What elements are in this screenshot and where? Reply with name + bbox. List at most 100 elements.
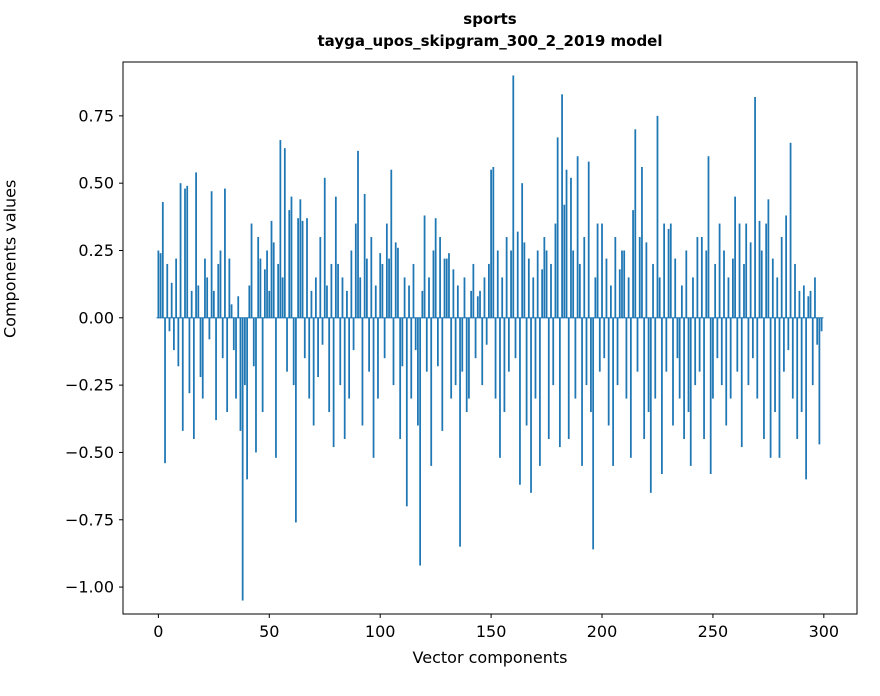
bar [751,317,754,359]
bar [261,317,264,413]
bar [408,285,410,318]
bar [536,250,539,318]
bar [361,317,364,426]
x-tick-label: 200 [587,622,618,641]
bar [306,218,308,318]
x-tick-label: 50 [259,622,279,641]
bar [554,223,557,318]
bar [610,285,612,318]
bar [159,253,162,318]
bar [820,317,823,332]
bar [665,317,668,372]
bar [417,317,419,426]
bar [818,317,821,445]
bar [221,317,224,359]
bar [680,285,683,318]
bar [645,242,648,318]
bar [410,317,413,399]
bar [740,317,743,448]
bar [510,250,512,318]
bar [539,317,541,466]
bar [490,169,492,318]
bar [357,150,359,318]
bar [512,75,515,318]
bar [687,317,690,413]
bar [210,191,213,318]
bar [452,269,455,318]
bar [401,317,404,367]
bar [488,263,490,318]
bar [578,263,581,318]
bar [547,317,550,439]
bar [561,94,563,318]
bar [197,285,200,318]
bar [192,317,195,439]
bar [743,263,745,318]
bar [745,223,748,318]
bar [328,317,331,413]
bar [499,317,501,458]
bar [450,317,453,399]
bar [516,231,519,318]
bar [694,317,697,386]
bar [527,258,530,318]
bar [237,296,240,318]
bar [705,250,708,318]
bar [732,258,734,318]
bar [661,317,663,474]
bar [754,97,756,318]
bar [667,228,670,318]
bar [299,199,302,318]
bar [494,317,497,399]
bar [246,317,248,480]
bar [263,269,266,318]
bar [656,115,659,318]
bar [523,242,526,318]
bar [337,263,339,318]
bar [476,296,479,318]
bar [199,317,202,378]
x-axis-label: Vector components [412,648,568,667]
bar [738,223,741,318]
bar [572,250,575,318]
bar [392,317,395,386]
bar [175,258,178,318]
chart-title: sports tayga_upos_skipgram_300_2_2019 mo… [123,8,857,52]
bar [521,183,524,318]
bar [749,242,752,318]
bar [297,218,300,318]
x-tick-label: 0 [153,622,163,641]
y-tick-label: −0.25 [65,376,114,395]
bar [319,237,322,318]
bar [703,317,705,439]
bar [791,317,794,399]
bar [224,188,226,318]
bar [669,223,672,318]
bar [556,137,559,318]
bar [652,263,654,318]
chart-title-line1: sports [463,10,517,28]
bar [241,317,244,601]
bar [248,285,251,318]
y-tick-label: −1.00 [65,578,114,597]
bar [809,290,812,318]
bar [173,317,175,351]
bar [545,250,548,318]
bar [330,263,333,318]
bar [366,258,368,318]
bar [514,317,517,359]
bar [425,317,428,372]
bar [346,290,348,318]
bar [634,129,637,318]
bar [585,317,588,386]
bar [474,317,477,359]
bar [802,285,805,318]
bar [164,317,166,464]
bar [507,317,510,372]
bar [343,317,346,439]
bar [332,317,335,448]
bar [470,290,473,318]
bar [208,317,211,340]
bar [625,317,628,399]
bar [443,258,446,318]
